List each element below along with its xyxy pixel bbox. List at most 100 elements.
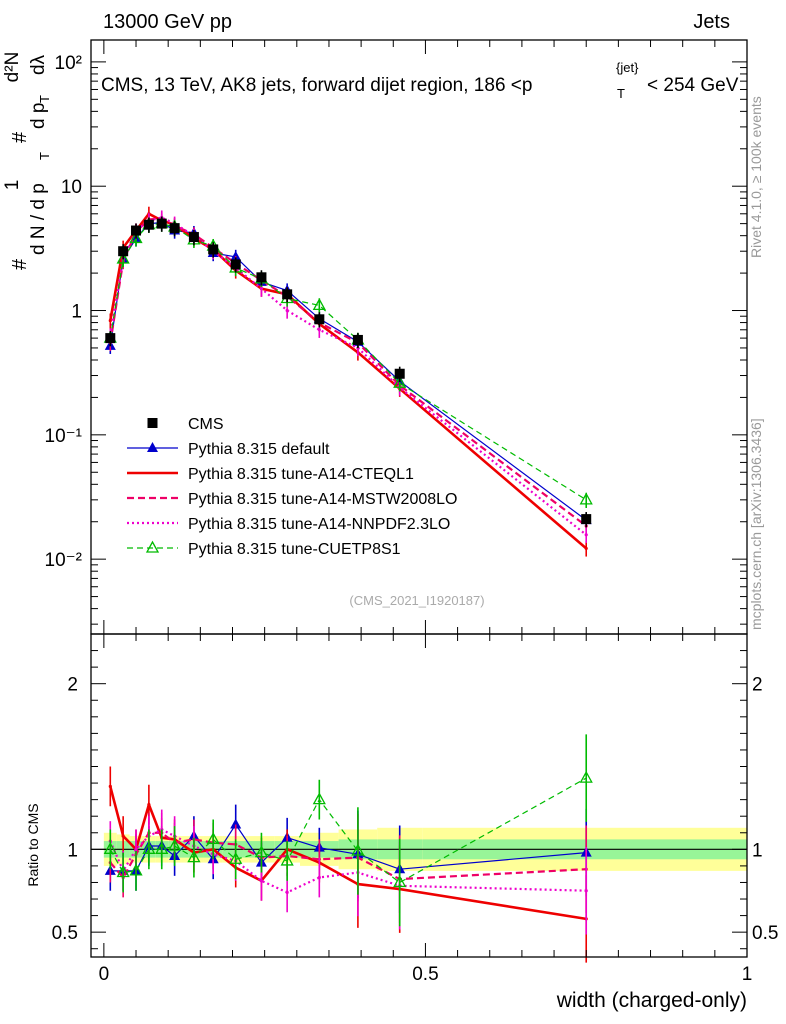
ratio-point-nnpdf [317, 875, 321, 880]
cms-marker [208, 244, 219, 255]
ratio-point-cteql1 [147, 803, 151, 807]
process-label: Jets [693, 11, 730, 33]
ratio-y-tick-label-right: 2 [752, 675, 763, 696]
cms-marker [169, 223, 180, 234]
plot-title-sub: T [617, 86, 625, 101]
ylabel-part-t2: T [37, 95, 52, 103]
ratio-marker-cuetp8s1 [142, 841, 156, 854]
ylabel-part-hash2: # [9, 131, 31, 143]
ratio-line-cuetp8s1 [109, 777, 587, 884]
ylabel-part-dpt: d p [28, 103, 49, 129]
ratio-frame [90, 633, 748, 958]
cms-marker [256, 272, 267, 283]
main-marker-cuetp8s1 [393, 375, 407, 388]
y-tick-label: 10⁻² [45, 550, 83, 571]
main-curves [103, 206, 593, 557]
ratio-y-tick-label: 2 [67, 675, 78, 696]
x-tick-label: 0.5 [412, 964, 438, 985]
ratio-curves [103, 734, 593, 963]
cms-marker [581, 514, 592, 525]
legend-label-cteql1: Pythia 8.315 tune-A14-CTEQL1 [188, 466, 414, 483]
ratio-marker-cuetp8s1 [351, 843, 365, 856]
ylabel-part-dndpt: d N / d p [28, 183, 49, 255]
main-point-nnpdf [285, 308, 289, 313]
cms-marker [394, 368, 405, 379]
main-marker-cuetp8s1 [129, 231, 143, 244]
ratio-point-nnpdf [285, 890, 289, 895]
cms-marker [230, 259, 241, 270]
cms-marker [156, 218, 167, 229]
main-point-nnpdf [584, 533, 588, 537]
ratio-marker-cuetp8s1 [280, 853, 294, 866]
legend-label-cuetp8s1: Pythia 8.315 tune-CUETP8S1 [188, 541, 401, 558]
ratio-marker-cuetp8s1 [579, 770, 593, 783]
legend-label-mstw: Pythia 8.315 tune-A14-MSTW2008LO [188, 491, 457, 508]
y-tick-label: 1 [71, 302, 82, 323]
main-marker-cuetp8s1 [579, 492, 593, 505]
ratio-y-tick-label: 1 [67, 840, 78, 861]
y-tick-label: 10⁻¹ [45, 426, 83, 447]
x-tick-label: 1 [742, 964, 753, 985]
main-point-nnpdf [259, 287, 264, 291]
cms-marker [143, 219, 154, 230]
cms-marker [131, 225, 142, 236]
main-marker-cuetp8s1 [116, 251, 130, 264]
rivet-label: Rivet 4.1.0, ≥ 100k events [748, 96, 764, 258]
plot-title-end: < 254 GeV [647, 75, 739, 96]
plot-title-main: CMS, 13 TeV, AK8 jets, forward dijet reg… [101, 75, 532, 96]
plot-title: CMS, 13 TeV, AK8 jets, forward dijet reg… [101, 60, 739, 101]
main-point-cteql1 [584, 546, 588, 551]
ylabel-part-dlambda: dλ [28, 54, 49, 75]
ylabel-part-hash1: # [9, 258, 31, 270]
ratio-y-tick-label-right: 1 [752, 840, 763, 861]
legend-label-nnpdf: Pythia 8.315 tune-A14-NNPDF2.3LO [188, 516, 450, 533]
ratio-marker-cuetp8s1 [155, 841, 169, 854]
ratio-marker-cuetp8s1 [116, 865, 130, 878]
main-ylabel: # 1 d N / d p T # d p T d²N dλ [2, 52, 52, 270]
ratio-y-tick-label-right: 0.5 [752, 923, 778, 944]
ratio-marker-cuetp8s1 [187, 850, 201, 863]
ratio-point-cteql1 [121, 834, 125, 838]
cms-marker [105, 333, 116, 344]
ratio-point-nnpdf [134, 847, 138, 851]
main-marker-default [230, 250, 242, 261]
cms-marker [314, 314, 325, 325]
legend-label-default: Pythia 8.315 default [188, 441, 330, 458]
collision-label: 13000 GeV pp [103, 11, 232, 33]
cms-marker [282, 289, 293, 300]
plot-title-sup: {jet} [616, 60, 639, 75]
ratio-point-nnpdf [259, 879, 264, 883]
main-point-nnpdf [317, 328, 321, 332]
cms-marker [118, 246, 129, 257]
legend-marker-default [147, 442, 158, 452]
axes-layer: 0 0.5 1 10⁻² 10⁻¹ 1 10 10² 0.5 0.5 1 1 2 2 [45, 39, 778, 985]
x-axis-label: width (charged-only) [556, 989, 747, 1012]
ratio-marker-cuetp8s1 [206, 832, 220, 845]
legend-marker-cms [147, 418, 158, 428]
analysis-id: (CMS_2021_I1920187) [349, 593, 484, 608]
ratio-marker-cuetp8s1 [229, 851, 243, 864]
ratio-y-tick-label: 0.5 [52, 923, 78, 944]
y-tick-label: 10 [61, 177, 82, 198]
ylabel-part-d2n: d²N [2, 52, 23, 83]
mcplots-label: mcplots.cern.ch [arXiv:1306.3436] [748, 418, 764, 630]
main-line-cuetp8s1 [109, 222, 587, 501]
ratio-marker-cuetp8s1 [254, 845, 269, 858]
y-tick-label: 10² [55, 53, 82, 74]
ratio-marker-default [230, 818, 242, 829]
ratio-point-cteql1 [108, 784, 112, 788]
ylabel-part-one: 1 [2, 180, 23, 191]
ratio-ylabel: Ratio to CMS [25, 803, 41, 886]
ratio-marker-cuetp8s1 [168, 838, 182, 851]
legend-marker-cuetp8s1 [145, 540, 160, 553]
ratio-marker-cuetp8s1 [312, 792, 326, 805]
ratio-marker-cuetp8s1 [129, 863, 143, 876]
ratio-point-nnpdf [584, 889, 588, 893]
cms-marker [188, 232, 199, 243]
main-marker-cuetp8s1 [312, 298, 326, 311]
legend-label-cms: CMS [188, 416, 224, 433]
ratio-marker-cuetp8s1 [103, 841, 117, 854]
ratio-marker-cuetp8s1 [393, 875, 407, 888]
main-point-cteql1 [108, 318, 112, 323]
